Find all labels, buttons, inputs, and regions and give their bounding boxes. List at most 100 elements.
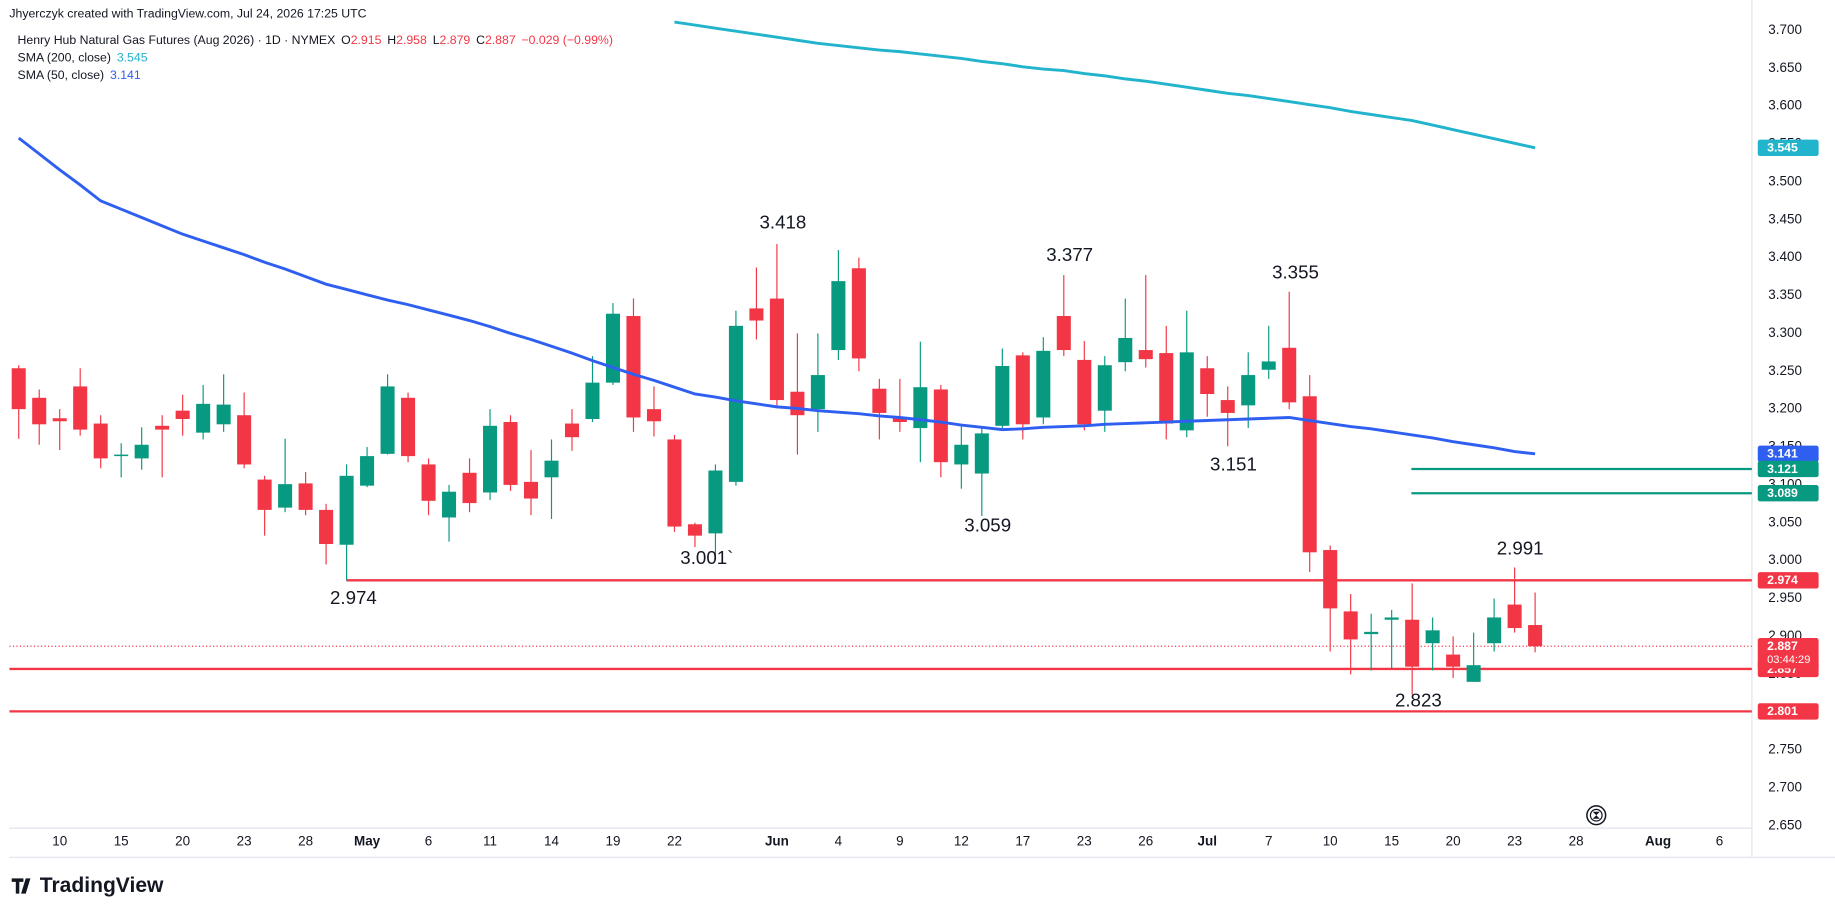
x-tick-label: Aug: [1645, 834, 1671, 849]
h-value: 2.958: [396, 33, 427, 47]
candle-body: [1036, 350, 1051, 418]
candle-body: [360, 456, 375, 486]
candle-body: [1364, 631, 1379, 635]
x-tick-label: 14: [544, 834, 559, 849]
x-tick-label: 23: [1507, 834, 1522, 849]
sma200-value: 3.545: [117, 51, 148, 65]
x-tick-label: 7: [1265, 834, 1272, 849]
plot-area: 3.418 3.377 3.355 3.151 3.059 3.001` 2.974 2.99…: [9, 20, 1752, 713]
price-annotation: 2.991: [1497, 538, 1544, 559]
candle-body: [1261, 361, 1276, 370]
c-label: C: [476, 33, 485, 47]
candle-body: [1323, 550, 1338, 609]
y-tick-label: 2.750: [1768, 742, 1802, 757]
sma-line: [674, 20, 1536, 150]
candle-body: [728, 325, 743, 482]
x-tick-label: 19: [606, 834, 621, 849]
x-tick-label: Jul: [1198, 834, 1217, 849]
x-tick-label: 11: [483, 834, 497, 849]
candle-body: [319, 509, 334, 544]
o-value: 2.915: [351, 33, 382, 47]
y-tick-label: 3.200: [1768, 401, 1802, 416]
sma200-name: SMA (200, close): [18, 51, 111, 65]
candle-body: [687, 524, 702, 536]
level-badge: [1757, 485, 1819, 502]
candle-body: [155, 425, 170, 430]
level-badge-label: 3.089: [1767, 486, 1798, 500]
legend-ohlc: Henry Hub Natural Gas Futures (Aug 2026)…: [18, 33, 613, 47]
candle-body: [892, 417, 907, 423]
y-tick-label: 3.600: [1768, 98, 1802, 113]
y-tick-label: 3.450: [1768, 211, 1802, 226]
sma50-badge-label: 3.141: [1767, 447, 1798, 461]
x-tick-label: 15: [114, 834, 129, 849]
candle-body: [1159, 353, 1174, 424]
level-badge: [1757, 703, 1819, 720]
y-tick-label: 3.400: [1768, 249, 1802, 264]
y-tick-label: 3.000: [1768, 552, 1802, 567]
candle-body: [605, 313, 621, 383]
price-annotation: 3.059: [964, 514, 1011, 535]
y-tick-label: 3.650: [1768, 60, 1802, 75]
x-tick-label: 26: [1138, 834, 1153, 849]
candle-body: [523, 481, 539, 499]
x-tick-label: 4: [835, 834, 843, 849]
y-tick-label: 2.650: [1768, 817, 1802, 832]
x-tick-label: 23: [1077, 834, 1092, 849]
candle-body: [667, 439, 682, 527]
candle-body: [1077, 359, 1092, 425]
price-annotation: 3.151: [1210, 453, 1257, 474]
candle-body: [503, 422, 518, 485]
last-price-label: 2.887: [1767, 639, 1798, 653]
candle-body: [769, 298, 784, 401]
y-tick-label: 3.050: [1768, 514, 1802, 529]
c-value: 2.887: [485, 33, 516, 47]
level-badge-label: 3.121: [1767, 462, 1798, 476]
axes: 3.7003.6503.6003.5503.5003.4503.4003.350…: [52, 22, 1819, 849]
candle-body: [216, 404, 231, 425]
logo: TradingView: [11, 874, 164, 897]
candle-body: [339, 475, 354, 545]
price-annotation: 3.001`: [680, 547, 733, 568]
price-annotation: 3.418: [760, 211, 807, 232]
candle-body: [11, 368, 26, 410]
candle-body: [1487, 617, 1502, 644]
candle-body: [114, 454, 129, 457]
y-tick-label: 3.350: [1768, 287, 1802, 302]
x-tick-label: 6: [425, 834, 432, 849]
last-price-badge: [1757, 638, 1819, 669]
candle-body: [646, 409, 661, 422]
x-tick-label: 12: [954, 834, 969, 849]
candle-body: [1179, 352, 1194, 431]
candle-body: [564, 423, 580, 438]
x-tick-label: 20: [175, 834, 190, 849]
price-annotation: 3.355: [1272, 262, 1319, 283]
level-badge-label: 2.801: [1767, 704, 1798, 718]
candle-body: [401, 397, 416, 457]
candle-body: [810, 375, 825, 410]
candle-body: [1015, 355, 1030, 425]
x-tick-label: 10: [52, 834, 67, 849]
candle-body: [1241, 375, 1256, 406]
price-annotation: 2.823: [1395, 690, 1442, 711]
credit: Jhyerczyk created with TradingView.com, …: [9, 6, 366, 20]
sma50-value: 3.141: [110, 68, 141, 82]
candle-body: [380, 386, 395, 454]
candle-body: [708, 470, 723, 534]
symbol: Henry Hub Natural Gas Futures (Aug 2026)…: [18, 33, 336, 47]
x-tick-label: 6: [1716, 834, 1723, 849]
y-tick-label: 3.500: [1768, 173, 1802, 188]
candle-body: [237, 415, 252, 465]
x-tick-label: 28: [1569, 834, 1584, 849]
level-badge: [1757, 460, 1819, 478]
clock-icon: [1586, 805, 1607, 826]
candle-body: [1282, 347, 1297, 403]
candle-body: [278, 484, 293, 508]
level-badge: [1757, 572, 1819, 589]
x-tick-label: 20: [1446, 834, 1461, 849]
candle-body: [1097, 365, 1112, 411]
candle-body: [483, 425, 498, 493]
y-tick-label: 3.300: [1768, 325, 1802, 340]
candle-body: [1138, 350, 1153, 360]
